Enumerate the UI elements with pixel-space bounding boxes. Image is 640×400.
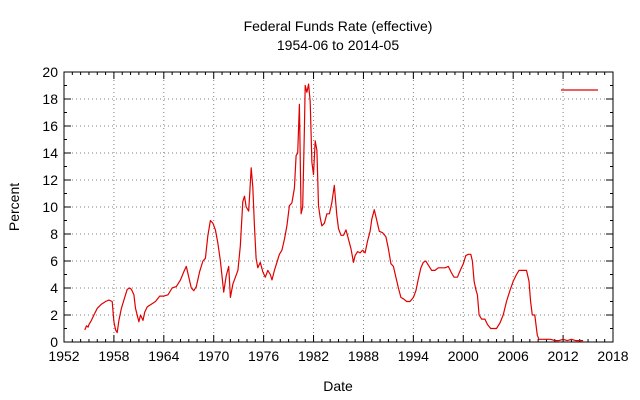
y-tick-label: 14 (42, 145, 58, 161)
x-tick-label: 2000 (448, 348, 479, 364)
series-layer (84, 83, 584, 342)
x-tick-label: 1988 (348, 348, 379, 364)
y-tick-label: 10 (42, 199, 58, 215)
y-tick-label: 18 (42, 91, 58, 107)
x-tick-label: 2006 (498, 348, 529, 364)
y-tick-label: 8 (50, 226, 58, 242)
x-tick-label: 1970 (198, 348, 229, 364)
plot-area-border (63, 71, 614, 343)
x-tick-label: 1976 (248, 348, 279, 364)
y-tick-label: 20 (42, 64, 58, 80)
chart-subtitle: 1954-06 to 2014-05 (277, 37, 399, 53)
x-tick-label: 2018 (597, 348, 628, 364)
y-tick-labels: 0 2 4 6 8 10 12 14 16 18 20 (42, 64, 58, 350)
x-tick-label: 2012 (548, 348, 579, 364)
series-line (84, 83, 584, 342)
chart-title: Federal Funds Rate (effective) (244, 18, 433, 34)
y-tick-label: 4 (50, 280, 58, 296)
y-tick-label: 6 (50, 253, 58, 269)
x-tick-labels: 1952 1958 1964 1970 1976 1982 1988 1994 2000 2006… (48, 348, 628, 364)
y-axis-label: Percent (6, 183, 22, 231)
y-tick-label: 16 (42, 118, 58, 134)
x-tick-label: 1994 (398, 348, 429, 364)
y-tick-label: 2 (50, 307, 58, 323)
x-tick-label: 1958 (98, 348, 129, 364)
x-tick-label: 1952 (48, 348, 79, 364)
y-tick-label: 0 (50, 334, 58, 350)
y-tick-label: 12 (42, 172, 58, 188)
x-tick-label: 1964 (148, 348, 179, 364)
x-axis-label: Date (323, 378, 353, 394)
x-tick-label: 1982 (298, 348, 329, 364)
